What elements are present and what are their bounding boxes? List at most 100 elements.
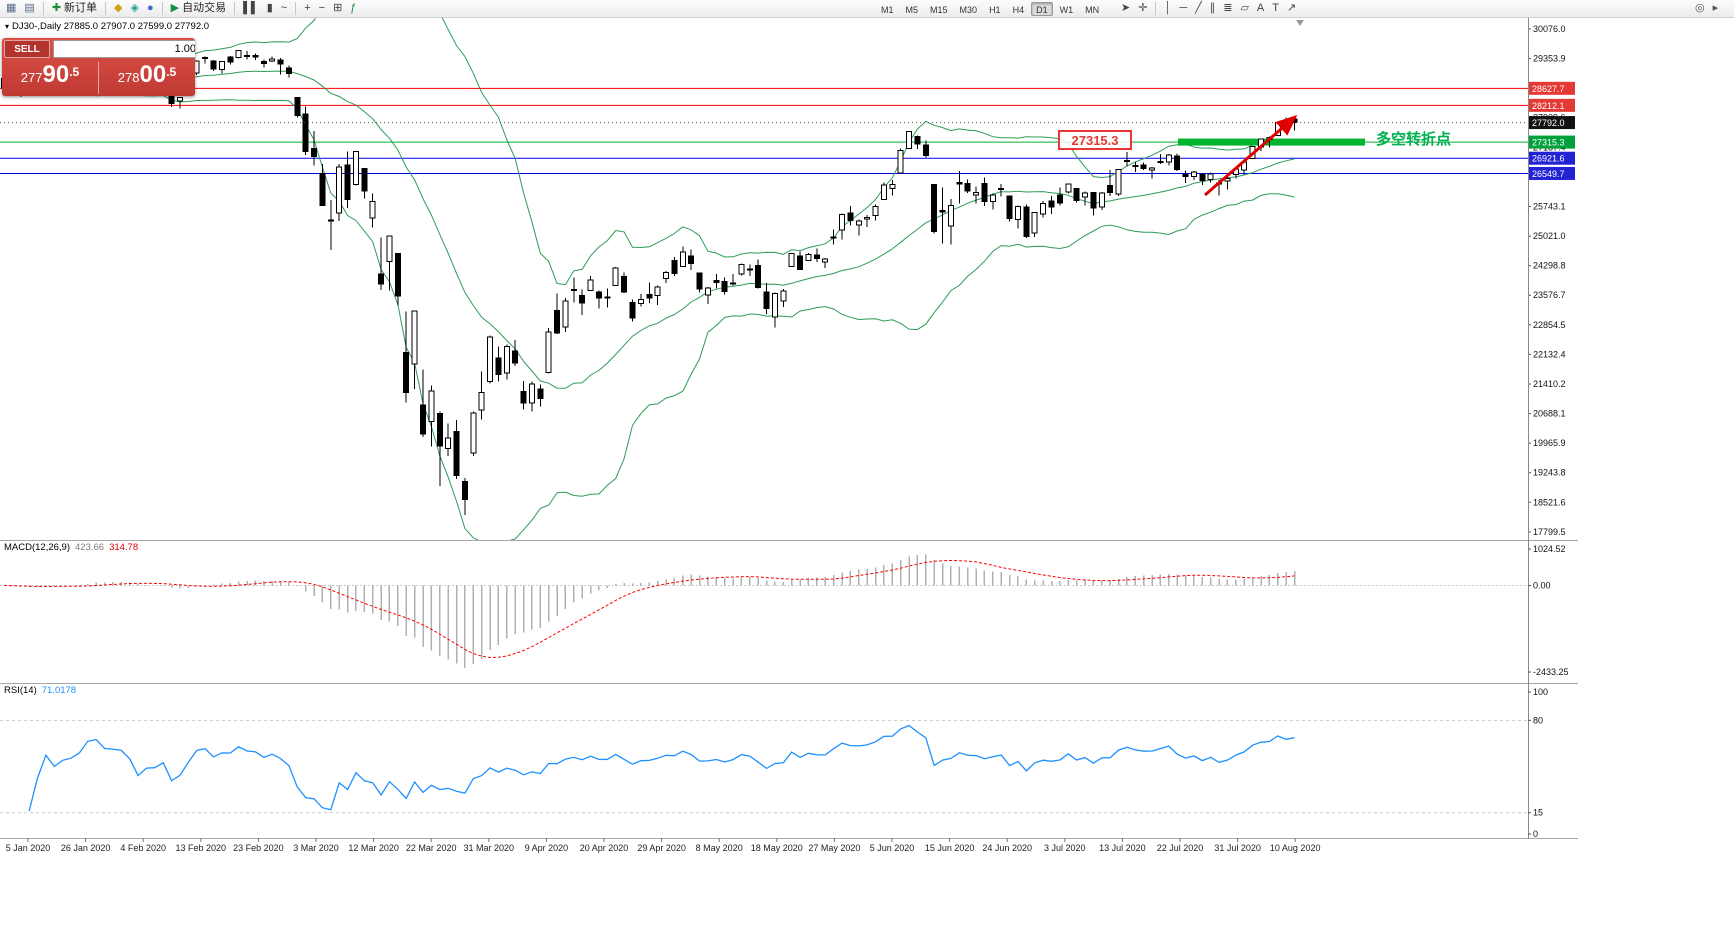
line-chart-icon[interactable]: ~ [278, 1, 290, 16]
indicators-icon[interactable]: ƒ [347, 1, 359, 16]
candlesticks [1, 49, 1298, 515]
turning-point-bar[interactable] [1178, 138, 1365, 146]
vertical-line-icon[interactable]: │ [1161, 1, 1174, 16]
zoom-out-icon[interactable]: − [316, 1, 328, 16]
timeframe-mn[interactable]: MN [1085, 4, 1100, 15]
price-chart-canvas[interactable]: 30076.029353.928631.727909.627187.426465… [0, 18, 1578, 860]
volume-control: ▲▼ [53, 40, 195, 58]
new-order-button[interactable]: ✚ 新订单 [49, 1, 100, 16]
date-axis[interactable]: 5 Jan 2020 26 Jan 2020 4 Feb 2020 13 Feb 20… [6, 838, 1321, 853]
panel-separator[interactable] [0, 683, 1578, 684]
trend-arrow[interactable] [1204, 115, 1298, 197]
panel-separator[interactable] [0, 540, 1578, 541]
panel-separator[interactable] [0, 838, 1578, 839]
sell-button[interactable]: SELL [4, 40, 50, 58]
macd-signal-line [3, 559, 1295, 659]
svg-text:5 Jan 2020: 5 Jan 2020 [6, 843, 51, 853]
zoom-in-icon[interactable]: + [301, 1, 313, 16]
svg-text:23576.7: 23576.7 [1533, 290, 1566, 300]
buy-price[interactable]: 278 00.5 [99, 60, 195, 96]
timeframe-h1[interactable]: H1 [989, 4, 1001, 15]
text-icon[interactable]: A [1254, 1, 1267, 16]
svg-text:1024.52: 1024.52 [1533, 544, 1566, 554]
rsi-indicator-label: RSI(14) 71.0178 [4, 685, 76, 696]
trade-panel-collapse-icon[interactable]: ▾ [5, 22, 10, 31]
tile-windows-icon[interactable]: ⊞ [330, 1, 345, 16]
arrow-tool-icon[interactable]: ↗ [1284, 1, 1299, 16]
fibonacci-icon[interactable]: ≣ [1220, 1, 1235, 16]
new-chart-icon: ▦ [6, 2, 17, 14]
toolbar-separator [1155, 2, 1157, 15]
shift-marker-icon[interactable] [1296, 20, 1304, 26]
horizontal-line-icon[interactable]: ─ [1176, 1, 1190, 16]
new-chart-icon[interactable]: ▦ [3, 1, 19, 16]
macd-indicator-label: MACD(12,26,9) 423.66 314.78 [4, 542, 138, 553]
autotrading-button: ▶ [170, 2, 180, 14]
svg-text:20688.1: 20688.1 [1533, 409, 1566, 419]
svg-text:31 Mar 2020: 31 Mar 2020 [464, 843, 515, 853]
trendline-icon[interactable]: ╱ [1192, 1, 1205, 16]
toolbar-separator [234, 2, 236, 15]
crosshair-icon: ✛ [1138, 2, 1148, 14]
marketwatch-icon[interactable]: ◆ [111, 1, 125, 16]
label-icon[interactable]: T [1269, 1, 1282, 16]
line-chart-icon: ~ [280, 2, 288, 14]
shapes-icon: ▱ [1240, 2, 1249, 14]
timeframe-w1[interactable]: W1 [1059, 4, 1074, 15]
label-icon: T [1272, 2, 1279, 14]
svg-text:19243.8: 19243.8 [1533, 468, 1566, 478]
sell-price[interactable]: 277 90.5 [2, 60, 98, 96]
data-window-icon[interactable]: ◈ [128, 1, 142, 16]
channel-icon[interactable]: ∥ [1207, 1, 1219, 16]
timeframe-m30[interactable]: M30 [959, 4, 978, 15]
svg-text:25743.1: 25743.1 [1533, 201, 1566, 211]
pointer-icon[interactable]: ▸ [1710, 1, 1722, 16]
svg-text:28627.7: 28627.7 [1532, 84, 1565, 94]
timeframe-m5[interactable]: M5 [905, 4, 919, 15]
navigator-icon[interactable]: ● [144, 1, 157, 16]
volume-input[interactable] [54, 41, 195, 57]
svg-text:21410.2: 21410.2 [1533, 379, 1566, 389]
shapes-icon[interactable]: ▱ [1237, 1, 1251, 16]
search-icon[interactable]: ◎ [1692, 1, 1708, 16]
timeframe-m1[interactable]: M1 [881, 4, 894, 15]
autotrading-button[interactable]: ▶ 自动交易 [168, 1, 229, 16]
cursor-icon[interactable]: ➤ [1118, 1, 1133, 16]
svg-text:19965.9: 19965.9 [1533, 438, 1566, 448]
timeframe-m15[interactable]: M15 [930, 4, 948, 15]
autotrading-button-label: 自动交易 [182, 2, 227, 14]
toolbar-separator [42, 2, 44, 15]
svg-text:28212.1: 28212.1 [1532, 101, 1565, 111]
price-level-callout[interactable]: 27315.3 [1058, 130, 1132, 150]
main-toolbar: ▦ ▤ ✚ 新订单 ◆ ◈ ● ▶ 自动交易 ▌▌ ▮ ~ + − ⊞ ƒ M1 M5 M15 M30 H1 H4 D1 W… [0, 0, 1734, 18]
buy-price-sup: .5 [166, 65, 177, 79]
svg-text:10 Aug 2020: 10 Aug 2020 [1270, 843, 1321, 853]
svg-text:26549.7: 26549.7 [1532, 169, 1565, 179]
ohlc-bars-icon[interactable]: ▌▌ [240, 1, 262, 16]
rsi-value: 71.0178 [41, 685, 77, 696]
macd-histogram [11, 554, 1296, 668]
candlestick-chart-icon: ▮ [266, 2, 273, 14]
vertical-line-icon: │ [1164, 2, 1172, 14]
timeframe-h4[interactable]: H4 [1012, 4, 1025, 15]
text-icon: A [1256, 2, 1265, 14]
svg-text:31 Jul 2020: 31 Jul 2020 [1214, 843, 1261, 853]
profiles-icon[interactable]: ▤ [21, 1, 37, 16]
crosshair-icon[interactable]: ✛ [1135, 1, 1150, 16]
candlestick-chart-icon[interactable]: ▮ [264, 1, 276, 16]
toolbar-timeframes-group: M1 M5 M15 M30 H1 H4 D1 W1 MN [876, 0, 1104, 17]
toolbar-separator [295, 2, 297, 15]
zoom-in-icon: + [304, 2, 311, 14]
svg-text:-2433.25: -2433.25 [1533, 667, 1569, 677]
profiles-icon: ▤ [24, 2, 35, 14]
svg-text:20 Apr 2020: 20 Apr 2020 [580, 843, 629, 853]
trade-panel-divider [98, 62, 99, 94]
svg-text:12 Mar 2020: 12 Mar 2020 [348, 843, 399, 853]
timeframe-d1[interactable]: D1 [1031, 1, 1053, 16]
horizontal-level-lines[interactable] [0, 87, 1528, 174]
svg-text:27315.3: 27315.3 [1532, 138, 1565, 148]
marketwatch-icon: ◆ [114, 2, 123, 14]
svg-text:23 Feb 2020: 23 Feb 2020 [233, 843, 284, 853]
